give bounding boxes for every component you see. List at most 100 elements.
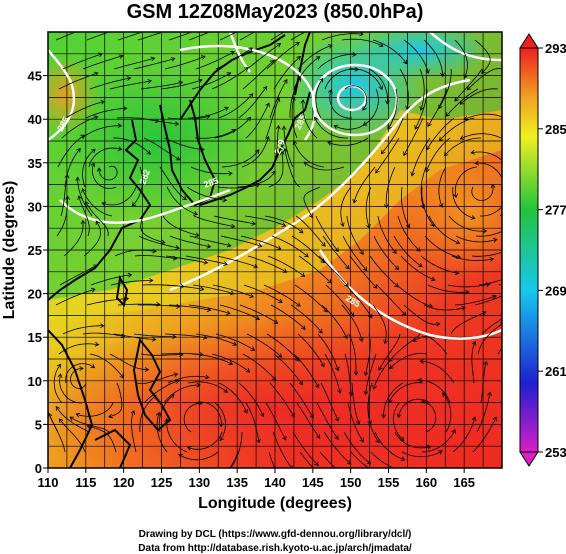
streamline xyxy=(454,68,483,102)
streamline-arrowhead xyxy=(401,311,407,317)
streamline xyxy=(302,99,318,139)
streamline xyxy=(214,402,226,441)
streamline-arrowhead xyxy=(438,450,443,455)
streamline xyxy=(323,431,352,465)
streamline-arrowhead xyxy=(228,360,234,366)
streamline xyxy=(65,101,105,119)
x-axis-ticks: 110 115 120 125 130 135 140 145 150 155 160 165 xyxy=(38,468,475,490)
streamline xyxy=(448,215,487,232)
streamline xyxy=(211,353,250,373)
streamline-arrowhead xyxy=(195,232,200,238)
streamline-arrowhead xyxy=(345,264,350,270)
streamline-arrowhead xyxy=(412,337,418,342)
chart-title: GSM 12Z08May2023 (850.0hPa) xyxy=(127,1,424,23)
streamline xyxy=(333,117,373,130)
streamline xyxy=(242,60,275,90)
streamline-arrowhead xyxy=(321,242,326,247)
streamline-arrowhead xyxy=(146,150,152,155)
streamline xyxy=(370,451,395,468)
x-tick-label-165: 165 xyxy=(453,475,475,490)
streamline xyxy=(246,43,281,70)
streamline-arrowhead xyxy=(383,339,388,345)
streamline-arrowhead xyxy=(463,115,469,121)
streamline xyxy=(98,165,118,181)
coastline-borneo xyxy=(94,428,132,468)
streamline xyxy=(55,406,90,433)
streamline-arrowhead xyxy=(243,67,249,72)
streamline xyxy=(134,255,177,260)
streamline-arrowhead xyxy=(152,248,157,254)
streamline xyxy=(191,353,233,365)
streamline xyxy=(315,215,339,252)
streamline-arrowhead xyxy=(316,434,321,439)
y-tick-label-20: 20 xyxy=(28,287,42,302)
streamline xyxy=(55,288,96,306)
streamline-arrowhead xyxy=(440,72,445,78)
streamline-arrowhead xyxy=(402,59,408,65)
streamline-arrowhead xyxy=(283,148,288,153)
streamline-arrowhead xyxy=(96,167,102,172)
streamline-arrowhead xyxy=(130,410,135,415)
streamline-arrowhead xyxy=(223,388,229,393)
streamline-arrowhead xyxy=(200,55,206,60)
streamline xyxy=(317,53,357,70)
y-axis-label: Latitude (degrees) xyxy=(1,181,18,320)
streamline xyxy=(138,235,180,249)
streamline-arrowhead xyxy=(248,93,254,98)
streamline xyxy=(245,103,270,139)
streamline-arrowhead xyxy=(396,413,402,419)
streamline-arrowhead xyxy=(200,146,205,152)
streamline-arrowhead xyxy=(265,136,270,141)
streamline-arrowhead xyxy=(454,270,460,276)
streamline xyxy=(220,235,262,247)
streamline-arrowhead xyxy=(228,171,233,176)
streamline-arrowhead xyxy=(388,398,393,404)
warm-pool-east xyxy=(400,140,502,280)
streamline-arrowhead xyxy=(485,282,491,287)
streamline xyxy=(221,149,260,168)
streamline xyxy=(169,235,211,248)
streamline xyxy=(166,418,188,453)
streamline xyxy=(316,402,339,440)
streamline-arrowhead xyxy=(248,47,254,52)
streamline-arrowhead xyxy=(288,465,293,468)
coastline-indochina xyxy=(48,329,94,468)
y-tick-label-40: 40 xyxy=(28,112,42,127)
streamline-arrowhead xyxy=(124,296,130,302)
wind-streamlines xyxy=(48,22,544,468)
streamline-arrowhead xyxy=(271,376,277,381)
streamline xyxy=(426,117,455,150)
streamline-arrowhead xyxy=(65,195,70,200)
streamline-arrowhead xyxy=(118,54,124,59)
streamline xyxy=(191,72,231,90)
streamline xyxy=(214,117,251,139)
streamline-arrowhead xyxy=(426,145,431,151)
streamline-arrowhead xyxy=(126,76,132,81)
colorbar: 253 261 269 277 285 293 xyxy=(519,33,566,467)
streamline xyxy=(81,125,122,139)
streamline-arrowhead xyxy=(334,247,339,253)
streamline xyxy=(500,399,502,404)
streamline-arrowhead xyxy=(276,245,282,250)
colorbar-tick-label-277: 277 xyxy=(545,203,566,218)
streamline xyxy=(270,32,285,41)
streamline-arrowhead xyxy=(540,22,544,26)
streamline xyxy=(293,353,320,388)
streamline-arrowhead xyxy=(459,100,465,105)
streamline-arrowhead xyxy=(117,146,123,151)
streamline-arrowhead xyxy=(313,116,319,122)
streamline xyxy=(400,255,436,281)
streamline xyxy=(114,249,157,257)
streamline xyxy=(133,58,175,70)
streamline-arrowhead xyxy=(90,363,96,369)
streamline xyxy=(273,353,303,385)
streamline-arrowhead xyxy=(172,334,177,340)
streamline-arrowhead xyxy=(380,149,386,155)
streamline-arrowhead xyxy=(69,416,75,421)
streamline xyxy=(192,284,235,295)
streamline xyxy=(393,402,405,441)
streamline-arrowhead xyxy=(80,219,86,225)
streamline-arrowhead xyxy=(385,100,390,105)
streamline xyxy=(85,201,109,237)
streamline xyxy=(133,333,176,338)
